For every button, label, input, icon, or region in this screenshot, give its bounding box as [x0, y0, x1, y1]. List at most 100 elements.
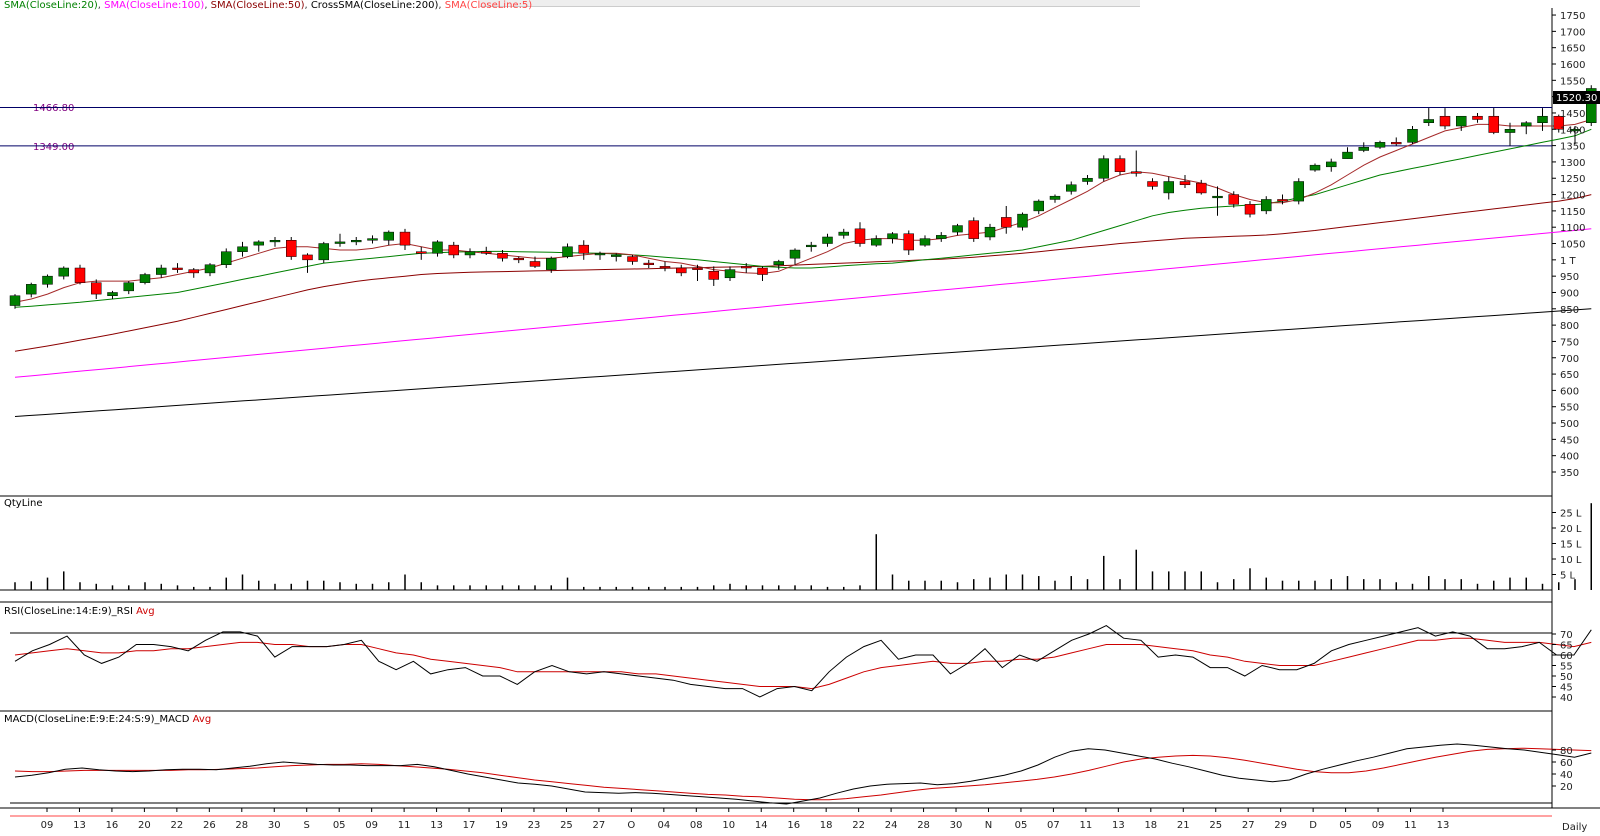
candle [773, 259, 784, 270]
candle [611, 253, 622, 262]
candle [854, 222, 866, 247]
price-tick-label: 1350 [1560, 142, 1585, 153]
price-tick-label: 600 [1560, 386, 1579, 397]
candle [383, 230, 394, 246]
candle [1066, 181, 1077, 195]
hline-label-upper: 1466.80 [33, 103, 74, 114]
candle [1082, 174, 1093, 185]
date-tick-label: 25 [1209, 820, 1222, 831]
date-tick-label: 27 [1242, 820, 1255, 831]
candle [1439, 108, 1451, 130]
candle [1244, 201, 1256, 218]
macd-line [14, 743, 1592, 805]
candle [903, 230, 914, 255]
sma50-line [14, 194, 1592, 352]
date-tick-label: 09 [1372, 820, 1385, 831]
price-tick-label: 400 [1560, 452, 1579, 463]
candle [172, 263, 183, 273]
candle [887, 232, 898, 244]
candle [1423, 108, 1434, 127]
legend-sma20: SMA(CloseLine:20) [4, 0, 98, 11]
candle [367, 235, 378, 244]
price-tick-label: 650 [1560, 370, 1579, 381]
date-tick-label: 24 [885, 820, 898, 831]
rsi-title: RSI(CloseLine:14:E:9)_RSI [4, 606, 133, 617]
date-tick-label: 13 [73, 820, 86, 831]
date-tick-label: 09 [41, 820, 54, 831]
candle [692, 264, 703, 282]
svg-text:RSI(CloseLine:14:E:9)_RSI Avg: RSI(CloseLine:14:E:9)_RSI Avg [4, 606, 155, 617]
price-tick-label: 550 [1560, 403, 1579, 414]
date-tick-label: 14 [755, 820, 768, 831]
date-tick-label: 10 [722, 820, 735, 831]
date-tick-label: 25 [560, 820, 573, 831]
macd-tick-label: 40 [1560, 770, 1573, 781]
sma200-line [14, 308, 1592, 417]
candle [838, 228, 849, 239]
rsi-tick-label: 55 [1560, 662, 1573, 673]
last-price-label: 1520.30 [1556, 93, 1597, 104]
rsi-line [14, 625, 1592, 698]
candle [546, 256, 557, 273]
price-tick-label: 1600 [1560, 60, 1585, 71]
candle [464, 248, 476, 259]
candle [1407, 126, 1418, 144]
sma20-line [14, 128, 1592, 308]
candle [1309, 163, 1321, 172]
horizontal-lines[interactable] [0, 106, 1552, 147]
candle [91, 279, 102, 300]
date-tick-label: 30 [950, 820, 963, 831]
last-price-tag: 1520.30 [1553, 91, 1600, 104]
legend-cross200: CrossSMA(CloseLine:200) [311, 0, 439, 11]
candle [806, 241, 817, 252]
sma5-line [14, 119, 1592, 303]
price-tick-label: 350 [1560, 468, 1579, 479]
svg-text:MACD(CloseLine:E:9:E:24:S:9)_M: MACD(CloseLine:E:9:E:24:S:9)_MACD Avg [4, 714, 211, 725]
date-tick-label: 08 [690, 820, 703, 831]
candle [351, 236, 362, 246]
candle [204, 263, 216, 277]
candle [318, 241, 329, 264]
date-tick-label: 11 [1404, 820, 1417, 831]
date-tick-label: 16 [106, 820, 119, 831]
candle [237, 241, 248, 257]
candle [1212, 186, 1223, 216]
date-tick-label: 09 [365, 820, 378, 831]
qty-tick-label: 15 L [1560, 540, 1582, 551]
macd-tick-label: 20 [1560, 782, 1573, 793]
candle [1261, 196, 1272, 215]
price-tick-label: 1700 [1560, 27, 1585, 38]
candle [936, 232, 947, 242]
svg-text:SMA(CloseLine:20), SMA(CloseLi: SMA(CloseLine:20), SMA(CloseLine:100), S… [4, 0, 532, 11]
candle [952, 223, 963, 236]
date-tick-label: 21 [1177, 820, 1190, 831]
candle [1228, 191, 1239, 208]
date-axis: 09 13 16 20 22 26 28 30 S 05 09 11 13 17 19 23 25 27 O 04 08… [41, 808, 1449, 831]
candle [139, 272, 151, 285]
price-tick-label: 850 [1560, 305, 1579, 316]
price-tick-label: 1650 [1560, 44, 1585, 55]
date-tick-label: 16 [787, 820, 800, 831]
candle [1293, 178, 1304, 205]
candles [9, 85, 1597, 309]
toolbar-strip[interactable] [480, 0, 1140, 7]
date-tick-label: 13 [430, 820, 443, 831]
candle [757, 266, 768, 282]
date-tick-label: N [985, 820, 992, 831]
candle [1504, 122, 1516, 146]
macd-title: MACD(CloseLine:E:9:E:24:S:9)_MACD [4, 714, 190, 725]
candle [578, 240, 589, 260]
rsi-avg-line [14, 637, 1592, 690]
date-tick-label: 11 [398, 820, 411, 831]
candle [1147, 178, 1158, 190]
timeframe-label[interactable]: Daily [1562, 822, 1587, 833]
date-tick-label: 23 [528, 820, 541, 831]
candle [1114, 155, 1126, 175]
candle [9, 294, 21, 309]
candle [1196, 179, 1207, 195]
price-tick-label: 750 [1560, 337, 1579, 348]
candle [1098, 155, 1109, 182]
candle [1049, 194, 1061, 203]
